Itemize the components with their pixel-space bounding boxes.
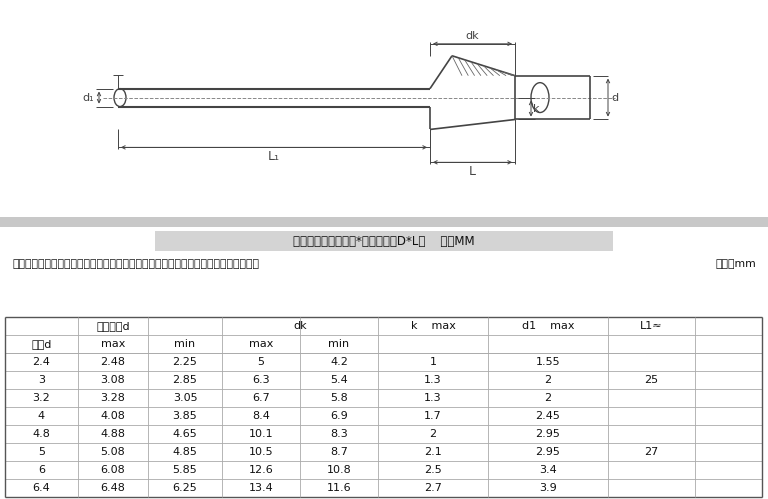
Text: 2.95: 2.95 [535,429,561,439]
Text: dk: dk [293,321,306,331]
Text: 8.4: 8.4 [252,411,270,421]
Text: 6.25: 6.25 [173,483,197,493]
Text: 2.4: 2.4 [32,357,51,367]
Text: 公称直径d: 公称直径d [97,321,131,331]
Text: min: min [329,339,349,349]
Text: 6.4: 6.4 [32,483,51,493]
Text: 25: 25 [644,375,659,385]
Text: 3.05: 3.05 [173,393,197,403]
Text: 5: 5 [257,357,264,367]
Text: 2: 2 [545,393,551,403]
Text: k    max: k max [411,321,455,331]
Text: 27: 27 [644,447,659,457]
Text: 6.9: 6.9 [330,411,348,421]
Text: 2.25: 2.25 [173,357,197,367]
Text: 3.9: 3.9 [539,483,557,493]
Text: max: max [101,339,125,349]
Text: 13.4: 13.4 [249,483,273,493]
Text: 1.55: 1.55 [536,357,561,367]
Text: 5: 5 [38,447,45,457]
Text: 4.88: 4.88 [101,429,125,439]
Text: 1.3: 1.3 [424,375,442,385]
Text: 10.5: 10.5 [249,447,273,457]
Text: 12.6: 12.6 [249,465,273,475]
Text: L₁: L₁ [268,150,280,163]
Text: 注：数值为单批次人工测量，存在一定误差，请以实物为准，介意者慎拍或联系客服！: 注：数值为单批次人工测量，存在一定误差，请以实物为准，介意者慎拍或联系客服！ [12,259,259,269]
Text: 11.6: 11.6 [326,483,351,493]
Text: 规格组成：头部直径*头部长度（D*L）    单位MM: 规格组成：头部直径*头部长度（D*L） 单位MM [293,235,475,248]
Text: 6.08: 6.08 [101,465,125,475]
Text: 3.08: 3.08 [101,375,125,385]
Text: dk: dk [465,31,479,41]
Text: 2.7: 2.7 [424,483,442,493]
Text: 10.1: 10.1 [249,429,273,439]
Text: 4.85: 4.85 [173,447,197,457]
Text: 2: 2 [545,375,551,385]
Text: 单位：mm: 单位：mm [715,259,756,269]
Text: 3.85: 3.85 [173,411,197,421]
Bar [0,217,768,227]
Text: 3.2: 3.2 [32,393,51,403]
Text: max: max [249,339,273,349]
Text: 3: 3 [38,375,45,385]
Text: 2.95: 2.95 [535,447,561,457]
Text: min: min [174,339,196,349]
Text: L: L [469,165,476,178]
Text: 2.48: 2.48 [101,357,125,367]
Text: 10.8: 10.8 [326,465,352,475]
Text: d₁: d₁ [82,93,94,103]
Text: k: k [533,104,539,114]
Text: 1.7: 1.7 [424,411,442,421]
Text: 4.8: 4.8 [32,429,51,439]
Text: 1.3: 1.3 [424,393,442,403]
Text: 公称d: 公称d [31,339,51,349]
Text: 5.8: 5.8 [330,393,348,403]
Text: 5.4: 5.4 [330,375,348,385]
Text: 2.5: 2.5 [424,465,442,475]
Text: 2.45: 2.45 [535,411,561,421]
Text: 4.65: 4.65 [173,429,197,439]
Text: 6.7: 6.7 [252,393,270,403]
Text: 5.08: 5.08 [101,447,125,457]
Text: 4.2: 4.2 [330,357,348,367]
Text: 2.85: 2.85 [173,375,197,385]
Text: 4: 4 [38,411,45,421]
Text: 1: 1 [429,357,436,367]
Text: 8.3: 8.3 [330,429,348,439]
Text: 6.48: 6.48 [101,483,125,493]
Text: 4.08: 4.08 [101,411,125,421]
Text: 2: 2 [429,429,436,439]
Text: d: d [611,93,618,103]
Text: 2.1: 2.1 [424,447,442,457]
Bar [155,231,613,251]
Text: 3.4: 3.4 [539,465,557,475]
Text: 3.28: 3.28 [101,393,125,403]
Text: L1≈: L1≈ [641,321,663,331]
Text: 6.3: 6.3 [252,375,270,385]
Text: 8.7: 8.7 [330,447,348,457]
Text: 5.85: 5.85 [173,465,197,475]
Text: d1    max: d1 max [521,321,574,331]
Text: 6: 6 [38,465,45,475]
